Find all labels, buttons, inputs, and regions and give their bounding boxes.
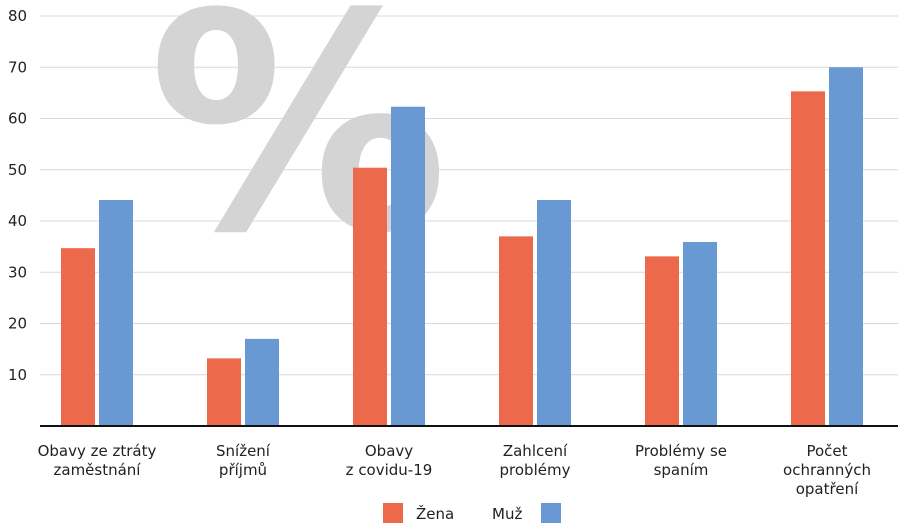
category-label: Počet	[806, 442, 847, 460]
category-label: problémy	[500, 461, 571, 479]
legend-swatch-zena	[383, 503, 403, 523]
bar-zena-4	[645, 256, 679, 426]
bar-muz-5	[829, 67, 863, 426]
bar-zena-5	[791, 91, 825, 427]
y-tick-label: 30	[8, 263, 27, 281]
legend: Žena Muž	[383, 503, 561, 523]
bar-zena-0	[61, 248, 95, 426]
y-tick-label: 20	[8, 315, 27, 333]
category-label: Problémy se	[635, 442, 727, 460]
category-label: z covidu-19	[346, 461, 433, 479]
legend-label-muz: Muž	[492, 505, 522, 523]
category-label: ochranných	[783, 461, 871, 479]
legend-swatch-muz	[541, 503, 561, 523]
y-tick-label: 40	[8, 212, 27, 230]
bar-muz-3	[537, 199, 571, 426]
y-tick-label: 70	[8, 58, 27, 76]
category-label: opatření	[796, 480, 859, 498]
bar-muz-1	[245, 338, 279, 426]
bars-group	[61, 67, 863, 427]
y-tick-label: 80	[8, 7, 27, 25]
category-label: spaním	[654, 461, 709, 479]
category-label: Snížení	[216, 442, 271, 460]
bar-zena-1	[207, 358, 241, 426]
category-label: příjmů	[219, 461, 267, 479]
bar-zena-2	[353, 167, 387, 426]
gridlines	[40, 15, 898, 376]
y-tick-label: 60	[8, 110, 27, 128]
category-label: Zahlcení	[503, 442, 568, 460]
bar-muz-2	[391, 106, 425, 427]
bar-muz-0	[99, 199, 133, 426]
bar-zena-3	[499, 236, 533, 426]
category-label: Obavy ze ztráty	[38, 442, 157, 460]
category-label: Obavy	[365, 442, 413, 460]
bar-muz-4	[683, 242, 717, 426]
legend-label-zena: Žena	[416, 504, 454, 523]
y-axis-ticks: 10 20 30 40 50 60 70 80	[8, 7, 27, 384]
y-tick-label: 50	[8, 161, 27, 179]
y-tick-label: 10	[8, 366, 27, 384]
category-label: zaměstnání	[54, 461, 142, 479]
